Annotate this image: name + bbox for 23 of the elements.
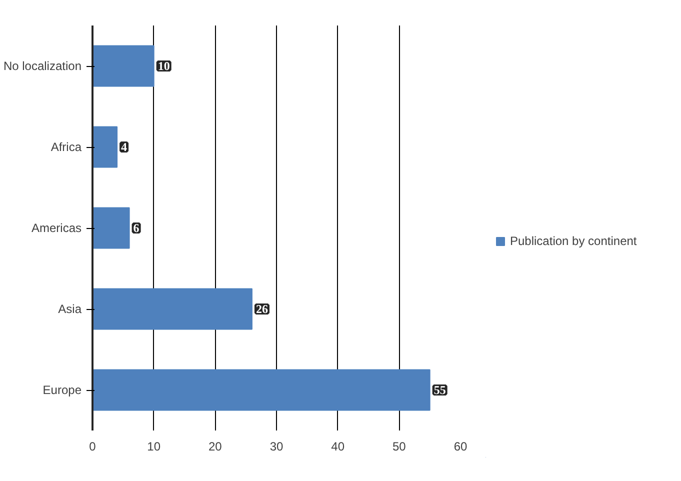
x-tick-label: 40 (331, 440, 345, 454)
y-tick-label: Africa (50, 140, 82, 154)
data-label: 6 (133, 221, 140, 235)
x-tick-label: 50 (392, 440, 406, 454)
y-tick-label: No localization (3, 59, 82, 73)
bar (92, 288, 252, 330)
x-tick-label: 0 (89, 440, 96, 454)
x-tick-label: 10 (147, 440, 161, 454)
data-label: 10 (158, 59, 170, 73)
bar (92, 369, 430, 411)
bar (92, 45, 154, 87)
data-label: 4 (121, 140, 128, 154)
data-label: 55 (434, 383, 446, 397)
y-tick-label: Americas (31, 221, 82, 235)
x-tick-label: 30 (270, 440, 284, 454)
bar (92, 126, 118, 168)
y-tick-label: Asia (58, 302, 82, 316)
y-tick-label: Europe (42, 383, 82, 397)
data-label: 26 (256, 302, 268, 316)
x-tick-label: 20 (208, 440, 222, 454)
x-tick-label: 60 (454, 440, 468, 454)
legend-label: Publication by continent (510, 234, 637, 248)
bar (92, 207, 130, 249)
